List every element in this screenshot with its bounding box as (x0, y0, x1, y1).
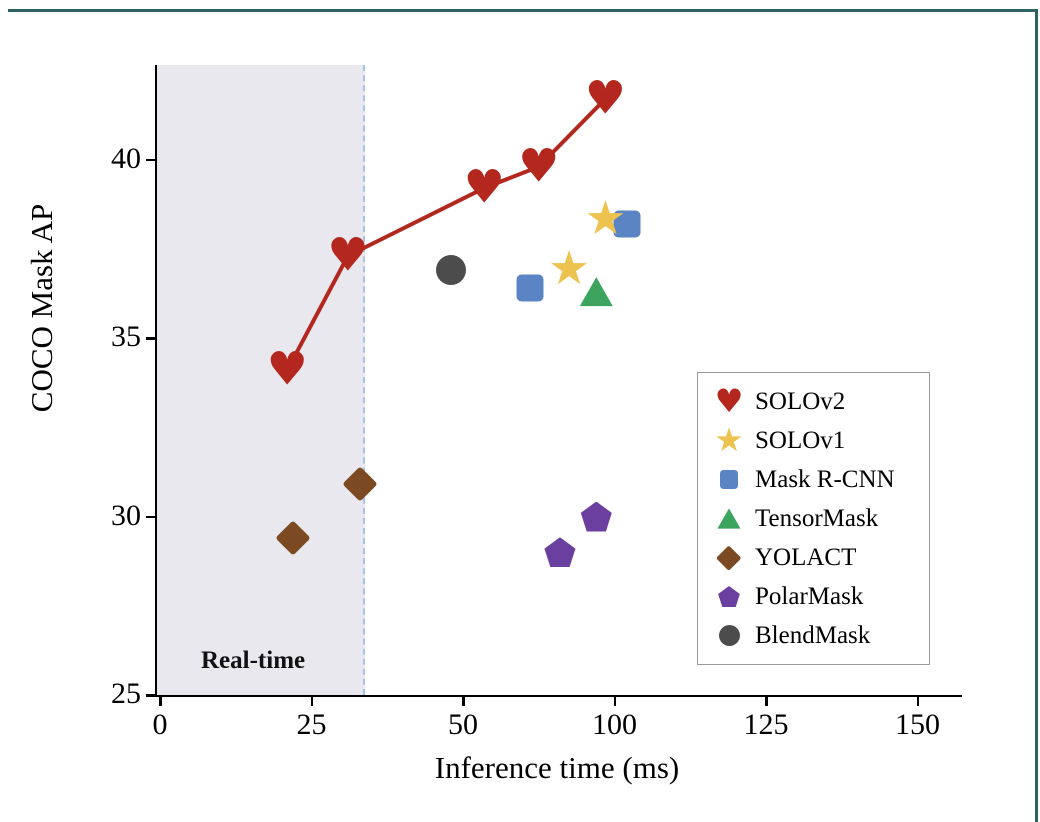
legend-item-label: TensorMask (755, 504, 879, 532)
legend-item-label: YOLACT (755, 543, 857, 571)
legend-marker-cell (711, 580, 747, 614)
x-tick-mark (916, 697, 919, 706)
legend-item-mask-r-cnn: Mask R-CNN (698, 460, 929, 499)
frame-border-top (8, 9, 1038, 12)
legend-item-solov2: ♥ SOLOv2 (698, 382, 929, 421)
legend: ♥ SOLOv2 ★ SOLOv1 Mask R-CNN TensorMask YOLACT… (697, 372, 930, 665)
legend-item-solov1: ★ SOLOv1 (698, 421, 929, 460)
legend-item-polarmask: PolarMask (698, 577, 929, 616)
pentagon-marker-shape (718, 586, 740, 607)
heart-marker-shape: ♥ (266, 341, 308, 396)
legend-marker-cell (711, 463, 747, 497)
x-axis-title: Inference time (ms) (434, 750, 680, 785)
x-tick-label: 100 (592, 708, 637, 741)
triangle-marker-shape (717, 508, 741, 529)
legend-item-label: SOLOv2 (755, 387, 846, 415)
heart-marker-shape: ♥ (714, 382, 744, 421)
legend-item-tensormask: TensorMask (698, 499, 929, 538)
legend-item-label: Mask R-CNN (755, 465, 895, 493)
legend-item-yolact: YOLACT (698, 538, 929, 577)
y-tick-mark (146, 694, 155, 697)
circle-marker-shape (718, 625, 740, 646)
legend-marker-cell: ♥ (711, 385, 747, 419)
star-marker-shape: ★ (584, 191, 627, 247)
heart-marker-shape: ♥ (518, 138, 560, 193)
square-marker-shape (719, 470, 739, 489)
star-marker-shape: ★ (547, 241, 591, 297)
legend-marker-cell (711, 502, 747, 536)
y-tick-label: 35 (111, 320, 141, 353)
y-tick-label: 40 (111, 141, 141, 175)
legend-item-blendmask: BlendMask (698, 616, 929, 655)
legend-marker-cell (711, 619, 747, 653)
y-axis-title: COCO Mask AP (24, 203, 59, 413)
x-tick-label: 50 (448, 708, 478, 741)
legend-item-label: BlendMask (755, 621, 871, 649)
legend-marker-cell (711, 541, 747, 575)
legend-item-label: PolarMask (755, 582, 864, 610)
y-tick-mark (146, 515, 155, 518)
legend-marker-cell: ★ (711, 420, 747, 460)
solov2-trend-line (285, 96, 608, 373)
heart-marker-shape: ♥ (327, 227, 369, 282)
x-tick-mark (310, 697, 313, 706)
realtime-region: Real-time (157, 65, 365, 695)
heart-marker-shape: ♥ (463, 159, 505, 214)
plot-area: Real-time ★ ★ ♥ ♥ ♥ ♥ ♥ ♥ SOLOv2 ★ SOLOv1 Mask R-C… (155, 65, 962, 697)
realtime-label: Real-time (201, 647, 306, 674)
frame-border-right (1035, 9, 1038, 822)
square-marker-shape (516, 274, 544, 302)
x-tick-mark (613, 697, 616, 706)
y-tick-label: 30 (111, 498, 141, 532)
x-tick-mark (462, 697, 465, 706)
x-tick-label: 25 (296, 708, 327, 741)
square-marker-shape (613, 210, 641, 238)
x-tick-label: 0 (152, 708, 168, 741)
star-marker-shape: ★ (714, 420, 744, 460)
x-tick-mark (159, 697, 162, 706)
legend-item-label: SOLOv1 (755, 426, 846, 454)
x-tick-label: 150 (895, 708, 940, 741)
heart-marker-shape: ♥ (584, 70, 627, 125)
y-tick-mark (146, 337, 155, 340)
circle-marker-shape (435, 255, 466, 286)
y-tick-mark (146, 158, 155, 161)
diamond-marker-shape (716, 545, 742, 570)
x-tick-mark (765, 697, 768, 706)
y-tick-label: 25 (111, 677, 141, 710)
x-tick-label: 125 (743, 708, 789, 741)
